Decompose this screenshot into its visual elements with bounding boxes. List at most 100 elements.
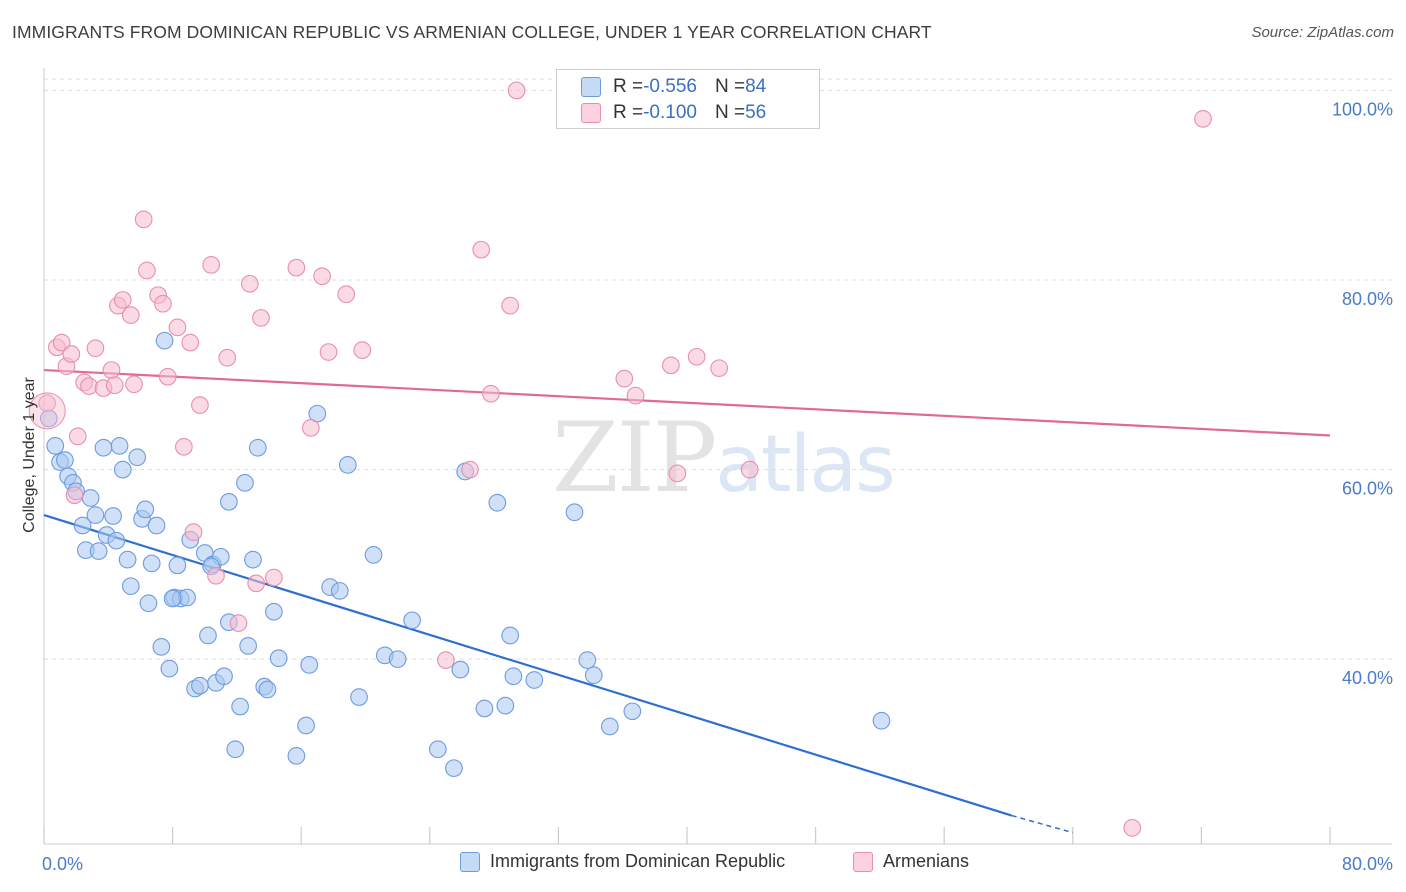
n-label: N =	[714, 102, 746, 123]
n-value: 84	[745, 76, 767, 97]
armenian-point	[38, 394, 57, 413]
armenian-point	[252, 309, 270, 327]
armenian-point	[240, 274, 259, 293]
dominican-point	[86, 506, 105, 524]
y-axis-label: College, Under 1 year	[21, 377, 38, 533]
dominican-point	[239, 637, 258, 655]
dominican-point	[565, 503, 584, 522]
armenian-point	[105, 376, 124, 395]
dominican-point	[215, 667, 233, 686]
armenian-point	[668, 464, 687, 483]
dominican-point	[155, 331, 174, 350]
legend-item-dominican: Immigrants from Dominican Republic	[460, 851, 785, 872]
legend-row-dominican: R = -0.556 N = 84	[581, 74, 766, 100]
pink-swatch	[853, 851, 873, 872]
y-tick-label: 100.0%	[1332, 99, 1393, 119]
chart-title: IMMIGRANTS FROM DOMINICAN REPUBLIC VS AR…	[12, 22, 932, 42]
armenian-point	[191, 396, 209, 414]
axes	[43, 68, 1392, 845]
legend-row-armenians: R = -0.100 N = 56	[581, 100, 766, 126]
armenian-point	[461, 460, 479, 479]
armenian-point	[158, 367, 177, 386]
n-label: N =	[714, 76, 746, 97]
dominican-trend-line	[43, 514, 1013, 817]
armenian-point	[125, 375, 143, 394]
armenian-point	[501, 296, 520, 315]
dominican-point	[428, 740, 447, 759]
dominican-point	[110, 437, 129, 455]
armenian-point	[52, 333, 71, 352]
dominican-point	[504, 667, 523, 686]
dominican-point	[525, 671, 544, 689]
armenian-point	[168, 318, 187, 337]
dominican-point	[142, 554, 161, 573]
armenian-point	[313, 267, 331, 286]
dominican-point	[89, 542, 108, 560]
data-points	[28, 81, 1212, 837]
dominican-point	[584, 666, 603, 685]
armenian-point	[710, 359, 729, 378]
armenian-point	[138, 261, 156, 280]
r-value: -0.100	[643, 102, 697, 123]
dominican-point	[118, 550, 137, 569]
watermark-zip: ZIP	[552, 402, 717, 514]
dominican-point	[623, 702, 642, 721]
dominican-point	[364, 546, 383, 564]
y-tick-label: 40.0%	[1342, 668, 1393, 688]
legend-label: Immigrants from Dominican Republic	[490, 851, 786, 871]
series-legend: Immigrants from Dominican Republic Armen…	[0, 851, 1406, 877]
watermark: ZIPatlas	[552, 402, 896, 514]
dominican-point	[600, 717, 619, 736]
n-value: 56	[745, 102, 767, 123]
dominican-point	[287, 746, 306, 765]
dominican-point	[147, 516, 166, 535]
dominican-point	[113, 460, 132, 479]
dominican-point	[128, 448, 147, 467]
armenian-point	[202, 255, 221, 274]
dominican-point	[139, 594, 158, 613]
dominican-point	[81, 489, 100, 507]
y-tick-label: 60.0%	[1342, 479, 1393, 499]
armenian-point	[247, 574, 266, 593]
dominican-point	[872, 711, 891, 730]
r-label: R =	[613, 76, 644, 97]
dominican-point	[496, 696, 515, 715]
r-value: -0.556	[643, 76, 697, 97]
armenian-point	[134, 210, 153, 229]
dominican-point	[501, 626, 520, 645]
armenian-point	[113, 291, 132, 309]
dominican-point	[258, 680, 277, 699]
dominican-point	[248, 438, 267, 457]
dominican-point	[191, 676, 209, 695]
armenian-point	[207, 566, 225, 585]
armenian-point	[472, 240, 491, 259]
dominican-point	[300, 656, 319, 674]
dominican-trend-extension	[1011, 814, 1074, 834]
source-label: Source: ZipAtlas.com	[1251, 24, 1394, 41]
armenian-point	[287, 258, 306, 277]
dominican-point	[403, 611, 421, 630]
dominican-point	[104, 507, 122, 525]
x-tick-label: 0.0%	[42, 854, 83, 874]
dominican-point	[152, 637, 171, 656]
armenian-point	[687, 347, 706, 366]
dominican-point	[244, 550, 262, 569]
legend-item-armenians: Armenians	[853, 851, 969, 872]
dominican-point	[56, 451, 74, 469]
dominican-point	[199, 626, 217, 645]
armenian-point	[175, 437, 193, 456]
r-label: R =	[613, 102, 644, 123]
y-tick-label: 80.0%	[1342, 289, 1393, 309]
blue-swatch	[581, 77, 601, 97]
armenian-point	[68, 427, 87, 446]
correlation-legend: R = -0.556 N = 84 R = -0.100 N = 56	[556, 69, 820, 129]
armenian-point	[80, 377, 98, 396]
dominican-point	[73, 516, 92, 535]
armenian-point	[265, 568, 283, 587]
armenian-point	[102, 361, 121, 379]
dominican-point	[488, 493, 507, 512]
pink-swatch	[581, 103, 601, 123]
dominican-point	[578, 651, 597, 669]
dominican-point	[265, 602, 283, 621]
